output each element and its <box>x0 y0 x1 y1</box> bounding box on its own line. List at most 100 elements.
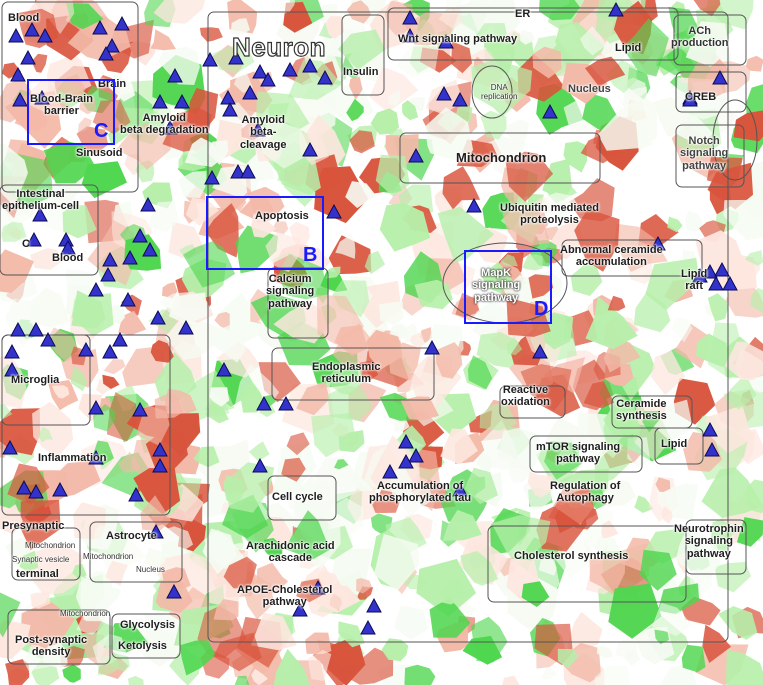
compartment-outline <box>654 427 704 465</box>
compartment-outline <box>611 395 693 429</box>
expression-patch <box>334 459 349 470</box>
expression-patch <box>105 652 130 672</box>
gene-marker-triangle <box>398 433 414 449</box>
gene-marker-triangle <box>240 163 256 179</box>
expression-patch <box>364 250 385 275</box>
label-c-small: C <box>22 238 30 250</box>
expression-patch <box>522 254 543 271</box>
gene-marker-triangle <box>408 147 424 163</box>
expression-patch <box>608 583 662 639</box>
gene-marker-triangle <box>202 51 218 67</box>
expression-patch <box>366 329 403 370</box>
expression-patch <box>724 341 763 381</box>
expression-patch <box>150 340 174 363</box>
gene-marker-triangle <box>704 441 720 457</box>
expression-patch <box>440 428 478 465</box>
expression-patch <box>502 203 551 247</box>
expression-patch <box>491 515 551 567</box>
expression-patch <box>62 664 81 683</box>
gene-marker-triangle <box>142 241 158 257</box>
expression-patch <box>379 301 404 325</box>
gene-marker-triangle <box>650 235 666 251</box>
expression-patch <box>607 295 626 311</box>
gene-marker-triangle <box>140 196 156 212</box>
gene-marker-triangle <box>10 66 26 82</box>
label-postsynaptic: Post-synaptic density <box>15 634 88 659</box>
label-blood-top: Blood <box>8 12 40 24</box>
expression-patch <box>404 664 436 685</box>
label-mitochondrion-main: Mitochondrion <box>456 150 547 165</box>
gene-marker-triangle <box>692 267 708 283</box>
expression-patch <box>53 185 72 205</box>
label-mtor: mTOR signaling pathway <box>536 441 621 466</box>
expression-patch <box>557 648 579 669</box>
label-notch: Notch signaling pathway <box>680 135 729 172</box>
expression-patch <box>502 675 520 685</box>
gene-marker-triangle <box>4 343 20 359</box>
expression-patch <box>234 675 250 685</box>
label-insulin: Insulin <box>343 66 379 78</box>
gene-marker-triangle <box>438 33 454 49</box>
expression-patch <box>507 29 523 43</box>
expression-patch <box>726 649 763 685</box>
label-ceramide-synth: Ceramide synthesis <box>616 398 667 423</box>
expression-patch <box>675 527 721 580</box>
label-calcium: Calcium signaling pathway <box>266 273 315 310</box>
label-nucleus-main: Nucleus <box>568 83 611 95</box>
gene-marker-triangle <box>256 395 272 411</box>
label-mito-astro: Mitochondrion <box>83 552 134 561</box>
gene-marker-triangle <box>128 486 144 502</box>
expression-patch <box>356 578 372 594</box>
gene-marker-triangle <box>37 27 53 43</box>
expression-patch <box>681 644 706 673</box>
label-terminal: terminal <box>16 568 59 580</box>
expression-patch <box>705 405 753 454</box>
expression-patch <box>80 576 121 621</box>
compartment-outline <box>471 65 513 119</box>
expression-patch <box>369 66 419 113</box>
expression-patch <box>230 18 250 35</box>
expression-patch <box>29 287 70 328</box>
expression-patch <box>168 292 209 325</box>
expression-patch <box>184 137 222 167</box>
label-lipid-raft: Lipid raft <box>681 268 708 293</box>
compartment-outlines <box>0 1 758 665</box>
label-glycolysis: Glycolysis <box>120 619 176 631</box>
label-arachidonic: Arachidonic acid cascade <box>246 540 335 565</box>
gene-marker-triangle <box>102 343 118 359</box>
expression-patch <box>32 401 74 458</box>
gene-marker-triangle <box>102 251 118 267</box>
expression-patch <box>654 629 669 645</box>
expression-patch <box>532 46 562 79</box>
expression-patch <box>541 667 558 679</box>
expression-patch <box>337 29 386 70</box>
expression-patch <box>455 105 473 126</box>
expression-patch <box>118 310 147 336</box>
gene-marker-triangle <box>252 63 268 79</box>
expression-patch <box>315 481 332 502</box>
gene-marker-triangle <box>366 597 382 613</box>
label-wnt: Wnt signaling pathway <box>398 33 518 45</box>
gene-marker-triangle <box>228 49 244 65</box>
gene-marker-triangle <box>88 281 104 297</box>
expression-patch <box>235 225 278 274</box>
expression-patch <box>580 26 608 56</box>
gene-marker-triangle <box>132 401 148 417</box>
expression-patch <box>103 359 126 375</box>
expression-patch <box>285 510 330 560</box>
expression-patch <box>520 29 535 45</box>
expression-patch <box>569 178 615 222</box>
gene-marker-triangle <box>28 321 44 337</box>
expression-patch <box>598 480 636 507</box>
expression-patch <box>685 21 730 67</box>
label-astrocyte: Astrocyte <box>106 530 157 542</box>
compartment-outline <box>111 613 181 659</box>
gene-marker-triangle <box>114 15 130 31</box>
expression-patch <box>316 294 365 345</box>
expression-patch <box>156 526 194 558</box>
expression-patch <box>440 579 466 605</box>
expression-patch <box>1 221 27 242</box>
gene-marker-triangle <box>150 309 166 325</box>
compartment-outline <box>561 239 703 277</box>
gene-marker-triangle <box>152 441 168 457</box>
